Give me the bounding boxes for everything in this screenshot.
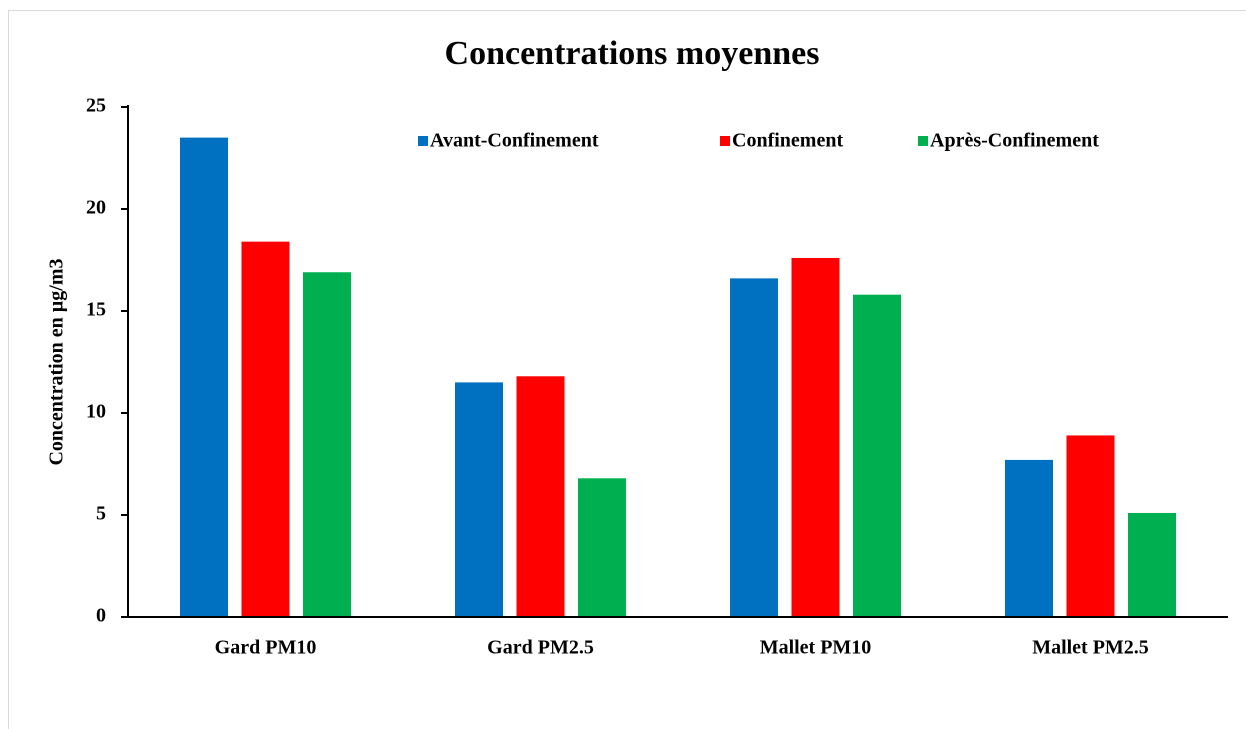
bar	[1128, 512, 1176, 617]
y-tick-label: 5	[96, 503, 106, 525]
chart-title: Concentrations moyennes	[445, 35, 820, 72]
bar	[578, 478, 626, 617]
bar	[791, 257, 840, 617]
x-tick-label: Mallet PM10	[760, 637, 872, 659]
bar	[1066, 435, 1115, 617]
bar	[730, 278, 778, 617]
bar	[516, 376, 565, 617]
y-tick-label: 0	[96, 605, 106, 627]
bar	[455, 382, 503, 617]
x-tick-label: Gard PM2.5	[487, 637, 594, 659]
legend-swatch	[918, 136, 928, 146]
legend-label: Confinement	[732, 130, 843, 152]
bar	[241, 241, 290, 617]
bar	[1005, 459, 1053, 617]
x-tick-label: Mallet PM2.5	[1032, 637, 1149, 659]
legend-swatch	[720, 136, 730, 146]
y-tick-label: 20	[86, 197, 106, 219]
legend-label: Après-Confinement	[930, 130, 1099, 152]
y-tick-label: 15	[86, 299, 106, 321]
legend-label: Avant-Confinement	[430, 130, 599, 152]
bar	[853, 294, 901, 617]
legend-swatch	[418, 136, 428, 146]
bar	[180, 137, 228, 617]
x-tick-label: Gard PM10	[215, 637, 317, 659]
bar	[303, 272, 351, 617]
y-axis-label: Concentration en µg/m3	[46, 258, 68, 465]
y-tick-label: 10	[86, 401, 106, 423]
y-tick-label: 25	[86, 95, 106, 117]
